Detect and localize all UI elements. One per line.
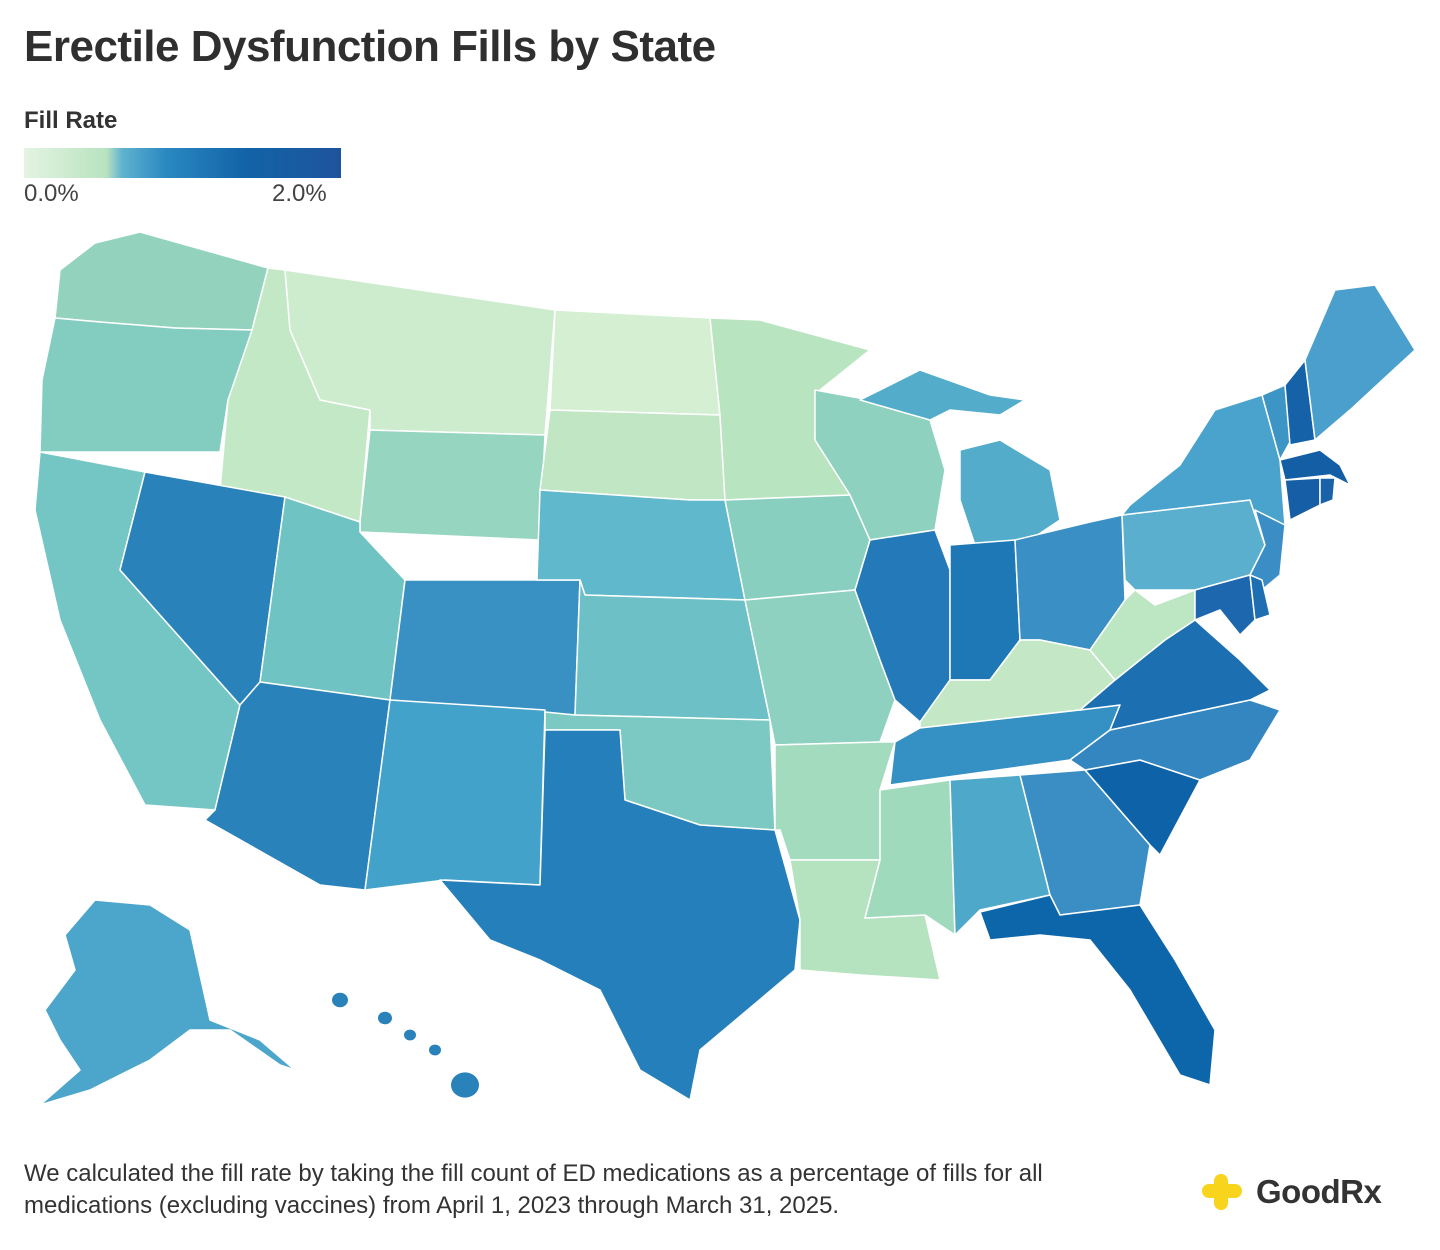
legend-max-label: 2.0% — [272, 180, 327, 207]
legend-min-label: 0.0% — [24, 180, 79, 207]
state-sd — [539, 409, 726, 501]
state-de — [1249, 574, 1271, 621]
state-or — [39, 317, 253, 453]
state-hi-island — [332, 992, 348, 1008]
state-nd — [549, 309, 721, 416]
state-fl — [979, 894, 1216, 1086]
state-mi-upper — [859, 369, 1026, 421]
state-wa — [54, 231, 269, 331]
state-ia — [724, 494, 871, 601]
state-me — [1304, 284, 1416, 441]
state-mi — [959, 439, 1061, 546]
legend-title: Fill Rate — [24, 107, 118, 134]
state-nm — [364, 699, 546, 891]
state-ny — [1121, 394, 1286, 546]
state-ri — [1319, 477, 1336, 506]
state-hi-island — [451, 1072, 479, 1098]
state-co — [389, 579, 581, 716]
state-hi-island — [378, 1011, 392, 1025]
state-al — [949, 774, 1051, 936]
state-ks — [574, 579, 771, 721]
state-hi-island — [429, 1044, 441, 1056]
state-hi-island — [404, 1029, 416, 1041]
page-title: Erectile Dysfunction Fills by State — [24, 22, 716, 71]
state-ak — [39, 899, 296, 1106]
brand-name: GoodRx — [1256, 1173, 1382, 1210]
goodrx-logo: GoodRx — [1200, 1172, 1382, 1212]
state-tx — [439, 729, 801, 1101]
state-ar — [774, 741, 896, 861]
state-wy — [359, 429, 546, 541]
plus-logo-icon — [1202, 1174, 1242, 1210]
legend-color-scale — [24, 148, 341, 178]
methodology-footnote: We calculated the fill rate by taking th… — [24, 1160, 1043, 1219]
state-ct — [1284, 477, 1321, 521]
